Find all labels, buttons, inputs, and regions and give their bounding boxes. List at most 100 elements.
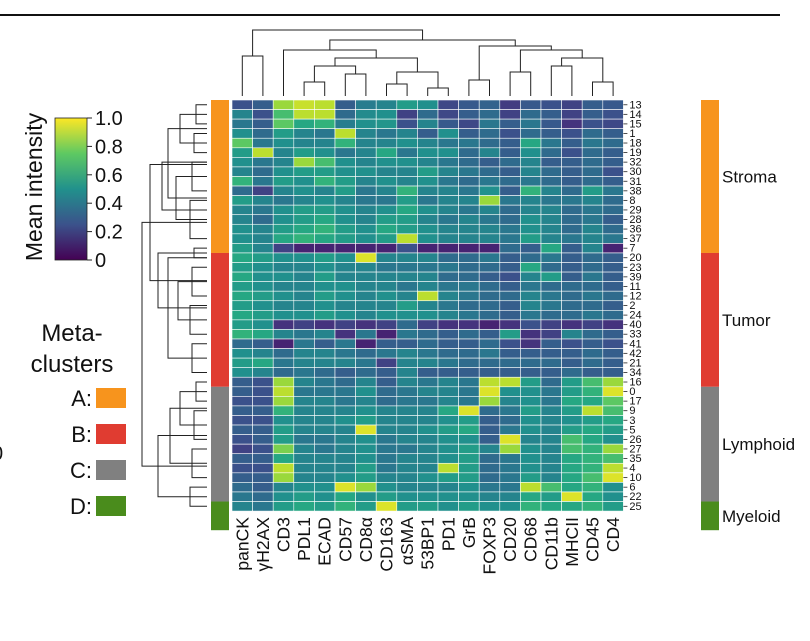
heatmap-cell-22-5 — [334, 491, 356, 502]
heatmap-cell-1-2 — [272, 128, 295, 139]
heatmap-cell-7-13 — [499, 243, 521, 254]
heatmap-cell-4-1 — [252, 462, 274, 474]
heatmap-cell-32-2 — [272, 157, 295, 168]
cluster-label-1: 1 — [629, 128, 635, 140]
heatmap-cell-27-4 — [314, 443, 336, 455]
heatmap-cell-42-0 — [231, 348, 253, 359]
heatmap-cell-5-6 — [355, 424, 377, 435]
heatmap-cells — [231, 99, 624, 512]
heatmap-cell-11-16 — [561, 281, 583, 292]
heatmap-cell-40-5 — [334, 319, 356, 330]
heatmap-cell-36-6 — [355, 223, 377, 235]
heatmap-cell-37-8 — [396, 233, 418, 244]
heatmap-cell-41-16 — [561, 338, 583, 349]
heatmap-cell-10-17 — [581, 472, 604, 483]
heatmap-cell-21-11 — [458, 357, 480, 368]
heatmap-cell-36-15 — [540, 223, 562, 235]
heatmap-cell-7-16 — [561, 243, 583, 254]
heatmap-cell-42-16 — [561, 348, 583, 359]
heatmap-cell-19-0 — [231, 147, 253, 158]
heatmap-cell-2-16 — [561, 300, 583, 311]
heatmap-cell-3-14 — [520, 415, 542, 426]
marker-label-7: CD163 — [377, 517, 397, 571]
heatmap-cell-0-5 — [334, 386, 356, 397]
heatmap-cell-11-2 — [272, 281, 295, 292]
heatmap-cell-3-17 — [581, 415, 604, 426]
heatmap-cell-32-15 — [540, 157, 562, 168]
heatmap-cell-5-18 — [602, 424, 624, 435]
heatmap-cell-8-11 — [458, 195, 480, 206]
heatmap-cell-24-5 — [334, 310, 356, 321]
heatmap-cell-38-9 — [417, 185, 439, 196]
heatmap-cell-24-14 — [520, 310, 542, 321]
heatmap-cell-36-0 — [231, 223, 253, 235]
cluster-label-22: 22 — [629, 491, 641, 503]
heatmap-cell-8-3 — [293, 195, 315, 206]
heatmap-cell-15-17 — [581, 118, 604, 129]
heatmap-cell-21-15 — [540, 357, 562, 368]
heatmap-cell-37-9 — [417, 233, 439, 244]
heatmap-cell-8-12 — [478, 195, 501, 206]
marker-label-16: MHCII — [562, 517, 582, 567]
cluster-label-25: 25 — [629, 501, 641, 513]
heatmap-cell-23-11 — [458, 262, 480, 273]
heatmap-cell-34-1 — [252, 367, 274, 378]
heatmap-cell-31-10 — [437, 176, 459, 187]
heatmap-cell-36-12 — [478, 223, 501, 235]
marker-label-2: CD3 — [274, 517, 294, 552]
heatmap-cell-42-14 — [520, 348, 542, 359]
heatmap-cell-26-18 — [602, 434, 624, 445]
heatmap-cell-8-8 — [396, 195, 418, 206]
heatmap-cell-17-12 — [478, 396, 501, 407]
marker-labels: panCK γH2AX CD3 PDL1 ECAD CD57 CD8α CD163 αSMA 53… — [232, 517, 623, 575]
heatmap-cell-41-9 — [417, 338, 439, 349]
heatmap-cell-9-13 — [499, 405, 521, 416]
heatmap-cell-12-7 — [375, 290, 398, 302]
heatmap-cell-36-10 — [437, 223, 459, 235]
heatmap-cell-6-10 — [437, 482, 459, 493]
heatmap-cell-30-14 — [520, 166, 542, 177]
heatmap-cell-21-14 — [520, 357, 542, 368]
heatmap-cell-23-5 — [334, 262, 356, 273]
heatmap-cell-37-7 — [375, 233, 398, 244]
heatmap-cell-28-13 — [499, 214, 521, 225]
heatmap-cell-20-8 — [396, 252, 418, 263]
heatmap-cell-9-0 — [231, 405, 253, 416]
heatmap-cell-42-1 — [252, 348, 274, 359]
heatmap-cell-17-13 — [499, 396, 521, 407]
heatmap-cell-39-17 — [581, 271, 604, 282]
cluster-label-2: 2 — [629, 300, 635, 312]
colorbar-tick-label-4: 0.2 — [95, 222, 123, 244]
heatmap-cell-28-6 — [355, 214, 377, 225]
heatmap-cell-29-10 — [437, 204, 459, 216]
heatmap-cell-22-16 — [561, 491, 583, 502]
heatmap-cell-14-1 — [252, 109, 274, 120]
heatmap-cell-31-4 — [314, 176, 336, 187]
heatmap-cell-7-8 — [396, 243, 418, 254]
metaclusters-title-line2: clusters — [31, 351, 114, 378]
heatmap-cell-9-18 — [602, 405, 624, 416]
heatmap-cell-17-18 — [602, 396, 624, 407]
heatmap-cell-33-9 — [417, 329, 439, 340]
heatmap-cell-35-14 — [520, 453, 542, 464]
heatmap-cell-25-18 — [602, 501, 624, 512]
heatmap-cell-15-6 — [355, 118, 377, 129]
heatmap-cell-7-2 — [272, 243, 295, 254]
heatmap-cell-3-16 — [561, 415, 583, 426]
heatmap-cell-30-6 — [355, 166, 377, 177]
heatmap-cell-8-10 — [437, 195, 459, 206]
cluster-label-31: 31 — [629, 176, 641, 188]
heatmap-cell-17-10 — [437, 396, 459, 407]
heatmap-cell-28-3 — [293, 214, 315, 225]
heatmap-cell-26-15 — [540, 434, 562, 445]
heatmap-cell-26-14 — [520, 434, 542, 445]
heatmap-cell-18-5 — [334, 137, 356, 149]
heatmap-cell-41-13 — [499, 338, 521, 349]
heatmap-cell-33-6 — [355, 329, 377, 340]
heatmap-cell-37-3 — [293, 233, 315, 244]
heatmap-cell-20-12 — [478, 252, 501, 263]
heatmap-cell-10-7 — [375, 472, 398, 483]
heatmap-cell-21-12 — [478, 357, 501, 368]
heatmap-cell-25-4 — [314, 501, 336, 512]
heatmap-cell-38-16 — [561, 185, 583, 196]
